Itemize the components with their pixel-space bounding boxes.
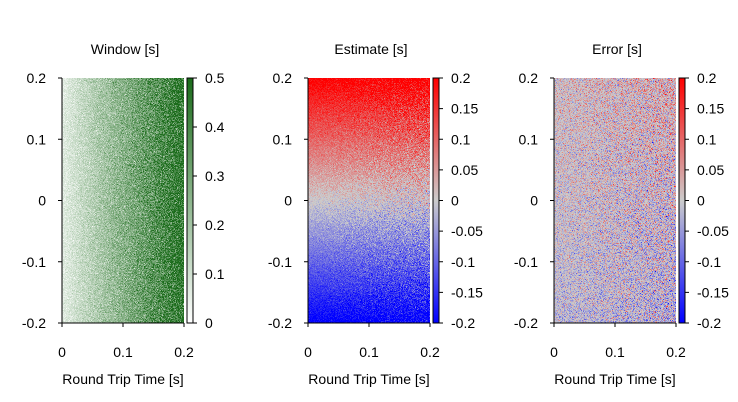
panel-3: Error [s] -0.2 -0.1 0 0.1 0.2 0 0.1 0.2 Round Tri… xyxy=(514,41,729,387)
heatmap-image xyxy=(308,78,430,323)
y-tick-label: -0.2 xyxy=(268,315,292,331)
colorbar-tick-label: 0.05 xyxy=(697,162,724,178)
y-tick-label: 0 xyxy=(284,193,292,209)
x-tick-label: 0.2 xyxy=(666,344,686,360)
colorbar-tick-label: -0.05 xyxy=(697,223,729,239)
y-tick-label: -0.2 xyxy=(514,315,538,331)
y-tick-label: 0.1 xyxy=(273,131,293,147)
colorbar-tick-label: -0.05 xyxy=(451,223,483,239)
colorbar-tick-label: -0.15 xyxy=(697,284,729,300)
heatmap-image xyxy=(62,78,184,323)
panel-title: Error [s] xyxy=(592,41,642,57)
y-tick-label: 0.2 xyxy=(27,70,47,86)
x-tick-label: 0.2 xyxy=(420,344,440,360)
colorbar-tick-label: 0.2 xyxy=(205,217,225,233)
colorbar-tick-label: -0.2 xyxy=(451,315,475,331)
colorbar-tick-label: 0.1 xyxy=(451,131,471,147)
y-tick-label: 0.2 xyxy=(273,70,293,86)
y-tick-label: -0.2 xyxy=(22,315,46,331)
y-tick-label: -0.1 xyxy=(514,254,538,270)
colorbar-tick-label: 0.3 xyxy=(205,168,225,184)
colorbar-tick-label: 0 xyxy=(451,193,459,209)
colorbar-tick-label: 0.1 xyxy=(697,131,717,147)
x-axis-label: Round Trip Time [s] xyxy=(554,371,675,387)
colorbar-tick-label: 0 xyxy=(205,315,213,331)
y-tick-label: 0.1 xyxy=(27,131,47,147)
colorbar-tick-label: -0.1 xyxy=(697,254,721,270)
x-axis-label: Round Trip Time [s] xyxy=(308,371,429,387)
y-tick-label: 0.2 xyxy=(519,70,539,86)
y-tick-label: 0 xyxy=(530,193,538,209)
heatmap-image xyxy=(554,78,676,323)
colorbar-tick-label: -0.2 xyxy=(697,315,721,331)
x-tick-label: 0.2 xyxy=(174,344,194,360)
colorbar-tick-label: -0.15 xyxy=(451,284,483,300)
colorbar-tick-label: 0.15 xyxy=(697,101,724,117)
x-tick-label: 0.1 xyxy=(605,344,625,360)
panel-title: Window [s] xyxy=(91,41,159,57)
colorbar-tick-label: 0.5 xyxy=(205,70,225,86)
colorbar-tick-label: 0.1 xyxy=(205,266,225,282)
panel-1: Window [s] -0.2 -0.1 0 0.1 0.2 0 0.1 0.2 Round Tr… xyxy=(22,41,225,387)
colorbar-tick-label: 0.15 xyxy=(451,101,478,117)
x-tick-label: 0 xyxy=(304,344,312,360)
colorbar xyxy=(432,77,440,324)
y-tick-label: -0.1 xyxy=(268,254,292,270)
x-tick-label: 0.1 xyxy=(359,344,379,360)
colorbar-tick-label: -0.1 xyxy=(451,254,475,270)
panel-title: Estimate [s] xyxy=(334,41,407,57)
colorbar-tick-label: 0.2 xyxy=(451,70,471,86)
x-tick-label: 0.1 xyxy=(113,344,133,360)
y-tick-label: 0 xyxy=(38,193,46,209)
y-tick-label: -0.1 xyxy=(22,254,46,270)
colorbar-tick-label: 0 xyxy=(697,193,705,209)
colorbar-tick-label: 0.4 xyxy=(205,119,225,135)
x-tick-label: 0 xyxy=(550,344,558,360)
colorbar xyxy=(186,77,194,324)
colorbar-tick-label: 0.05 xyxy=(451,162,478,178)
y-tick-label: 0.1 xyxy=(519,131,539,147)
x-tick-label: 0 xyxy=(58,344,66,360)
colorbar xyxy=(678,77,686,324)
panel-2: Estimate [s] -0.2 -0.1 0 0.1 0.2 0 0.1 0.2 Round … xyxy=(268,41,483,387)
x-axis-label: Round Trip Time [s] xyxy=(62,371,183,387)
colorbar-tick-label: 0.2 xyxy=(697,70,717,86)
